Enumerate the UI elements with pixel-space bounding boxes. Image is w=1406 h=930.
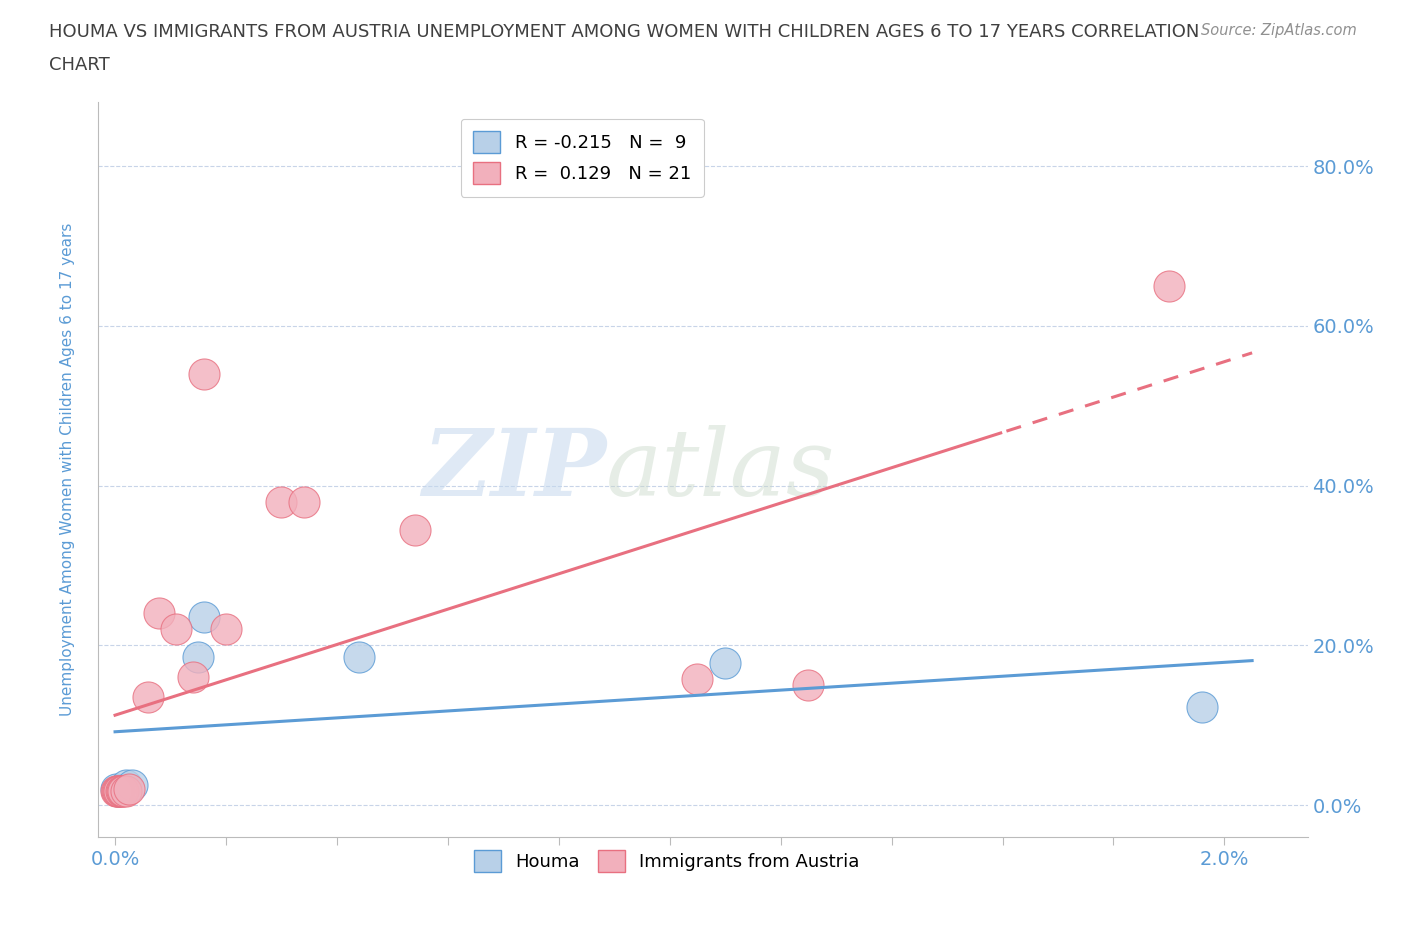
Point <box>118 781 141 796</box>
Point <box>107 783 129 798</box>
Point <box>165 622 187 637</box>
Point <box>1191 699 1213 714</box>
Point <box>270 494 292 509</box>
Point <box>110 783 132 798</box>
Point <box>193 366 215 381</box>
Point <box>107 783 129 798</box>
Point <box>187 650 209 665</box>
Point <box>121 777 143 792</box>
Point <box>193 610 215 625</box>
Text: atlas: atlas <box>606 425 835 514</box>
Text: Source: ZipAtlas.com: Source: ZipAtlas.com <box>1201 23 1357 38</box>
Text: ZIP: ZIP <box>422 425 606 514</box>
Point <box>1157 279 1180 294</box>
Point <box>148 606 170 621</box>
Point <box>112 783 135 798</box>
Point <box>105 783 128 798</box>
Point <box>215 622 238 637</box>
Point <box>714 656 737 671</box>
Legend: Houma, Immigrants from Austria: Houma, Immigrants from Austria <box>467 843 868 880</box>
Point <box>347 650 370 665</box>
Point <box>105 781 128 796</box>
Text: CHART: CHART <box>49 56 110 73</box>
Point <box>111 783 134 798</box>
Point <box>105 783 128 798</box>
Point <box>797 678 820 693</box>
Point <box>138 690 160 705</box>
Text: HOUMA VS IMMIGRANTS FROM AUSTRIA UNEMPLOYMENT AMONG WOMEN WITH CHILDREN AGES 6 T: HOUMA VS IMMIGRANTS FROM AUSTRIA UNEMPLO… <box>49 23 1199 41</box>
Point <box>115 783 138 798</box>
Y-axis label: Unemployment Among Women with Children Ages 6 to 17 years: Unemployment Among Women with Children A… <box>60 223 75 716</box>
Point <box>108 783 131 798</box>
Point <box>686 671 709 686</box>
Point <box>181 670 204 684</box>
Point <box>404 522 426 537</box>
Point <box>115 777 138 792</box>
Point <box>292 494 315 509</box>
